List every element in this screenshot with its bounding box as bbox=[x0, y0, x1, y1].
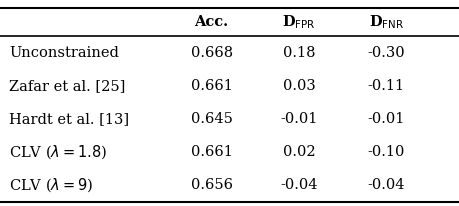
Text: Acc.: Acc. bbox=[194, 15, 228, 29]
Text: Zafar et al. [25]: Zafar et al. [25] bbox=[9, 79, 125, 93]
Text: -0.01: -0.01 bbox=[280, 112, 317, 126]
Text: 0.668: 0.668 bbox=[190, 46, 232, 60]
Text: Hardt et al. [13]: Hardt et al. [13] bbox=[9, 112, 129, 126]
Text: -0.11: -0.11 bbox=[367, 79, 404, 93]
Text: D$_{\mathrm{FPR}}$: D$_{\mathrm{FPR}}$ bbox=[281, 13, 315, 31]
Text: Unconstrained: Unconstrained bbox=[9, 46, 119, 60]
Text: 0.18: 0.18 bbox=[282, 46, 314, 60]
Text: -0.04: -0.04 bbox=[367, 178, 404, 192]
Text: 0.645: 0.645 bbox=[190, 112, 232, 126]
Text: 0.661: 0.661 bbox=[190, 145, 232, 159]
Text: 0.02: 0.02 bbox=[282, 145, 314, 159]
Text: D$_{\mathrm{FNR}}$: D$_{\mathrm{FNR}}$ bbox=[368, 13, 403, 31]
Text: 0.661: 0.661 bbox=[190, 79, 232, 93]
Text: 0.03: 0.03 bbox=[282, 79, 315, 93]
Text: CLV ($\lambda = 1.8$): CLV ($\lambda = 1.8$) bbox=[9, 143, 107, 161]
Text: -0.30: -0.30 bbox=[367, 46, 404, 60]
Text: -0.01: -0.01 bbox=[367, 112, 404, 126]
Text: 0.656: 0.656 bbox=[190, 178, 232, 192]
Text: CLV ($\lambda = 9$): CLV ($\lambda = 9$) bbox=[9, 176, 93, 194]
Text: -0.04: -0.04 bbox=[280, 178, 317, 192]
Text: -0.10: -0.10 bbox=[367, 145, 404, 159]
